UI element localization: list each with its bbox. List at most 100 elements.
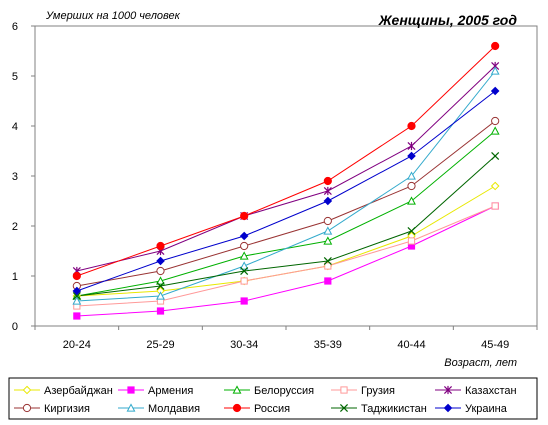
data-point — [407, 196, 416, 205]
series-line — [76, 120, 496, 287]
legend-marker — [22, 385, 32, 395]
data-point — [323, 216, 332, 226]
legend-label: Россия — [254, 403, 290, 415]
series-line — [76, 90, 496, 292]
data-point — [239, 231, 249, 241]
data-point — [323, 256, 332, 266]
data-point — [239, 261, 249, 270]
legend-box — [8, 377, 538, 420]
data-point — [324, 277, 332, 285]
legend-item: Киргизия — [14, 403, 90, 415]
legend-label: Казахстан — [465, 385, 517, 397]
legend-marker — [232, 385, 242, 394]
data-point — [240, 297, 248, 305]
data-point — [407, 171, 416, 180]
legend-item: Украина — [435, 403, 508, 415]
data-point — [491, 151, 500, 161]
x-tick-label: 20-24 — [63, 339, 91, 351]
data-point — [240, 277, 248, 285]
legend-marker — [340, 386, 348, 394]
data-point — [240, 211, 249, 221]
y-axis-label: Умерших на 1000 человек — [45, 10, 181, 22]
data-point — [72, 286, 82, 296]
data-point — [156, 276, 165, 285]
data-point — [240, 241, 249, 251]
legend-label: Грузия — [361, 385, 395, 397]
y-tick-label: 4 — [12, 121, 18, 133]
x-tick-label: 25-29 — [146, 339, 174, 351]
x-tick-label: 35-39 — [314, 339, 342, 351]
x-tick-label: 30-34 — [230, 339, 258, 351]
y-tick-label: 2 — [12, 221, 18, 233]
chart-title: Женщины, 2005 год — [378, 12, 518, 28]
data-point — [156, 307, 165, 315]
legend-item: Белоруссия — [224, 385, 314, 397]
x-tick-label: 40-44 — [397, 339, 425, 351]
y-tick-label: 0 — [12, 321, 18, 333]
data-point — [407, 237, 416, 245]
legend-label: Таджикистан — [361, 403, 427, 415]
legend-label: Азербайджан — [44, 385, 113, 397]
plot-area — [34, 25, 538, 327]
data-point — [490, 181, 500, 191]
legend-marker — [443, 385, 453, 395]
series-line — [76, 155, 496, 297]
series-markers — [72, 41, 500, 320]
data-point — [490, 86, 500, 96]
legend-marker — [339, 403, 349, 413]
x-axis-label: Возраст, лет — [444, 357, 517, 369]
legend-marker — [443, 403, 453, 413]
data-point — [72, 271, 81, 281]
legend: Азербайджан Армения Белоруссия Грузия Казахс… — [14, 385, 517, 415]
data-point — [407, 181, 416, 191]
y-tick-label: 3 — [12, 171, 18, 183]
legend-item: Грузия — [331, 385, 395, 397]
data-point — [490, 126, 500, 135]
legend-item: Таджикистан — [331, 403, 427, 415]
legend-item: Армения — [118, 385, 193, 397]
x-tick-label: 45-49 — [481, 339, 509, 351]
legend-label: Белоруссия — [254, 385, 314, 397]
data-point — [323, 196, 333, 206]
data-point — [407, 226, 416, 236]
x-axis: 20-24 25-29 30-34 35-39 40-44 45-49 — [34, 326, 538, 351]
data-point — [156, 291, 165, 300]
data-point — [156, 256, 165, 266]
data-point — [240, 266, 249, 276]
legend-label: Украина — [465, 403, 508, 415]
series-line — [76, 65, 496, 272]
data-point — [156, 266, 165, 276]
series-lines — [76, 45, 496, 317]
series-line — [76, 45, 496, 277]
legend-marker — [22, 403, 32, 413]
data-point — [407, 141, 416, 151]
y-tick-label: 5 — [12, 71, 18, 83]
data-point — [72, 291, 81, 301]
legend-item: Азербайджан — [14, 385, 113, 397]
legend-item: Россия — [224, 403, 290, 415]
data-point — [323, 226, 333, 235]
legend-item: Казахстан — [435, 385, 517, 397]
data-point — [407, 151, 416, 161]
data-point — [491, 116, 500, 126]
data-point — [491, 41, 500, 51]
legend-marker — [126, 403, 136, 412]
data-point — [323, 176, 332, 186]
legend-marker — [232, 403, 242, 413]
data-point — [324, 262, 332, 270]
data-point — [239, 251, 249, 260]
legend-label: Киргизия — [44, 403, 90, 415]
legend-item: Молдавия — [118, 403, 200, 415]
data-point — [490, 66, 500, 75]
data-point — [323, 236, 333, 245]
series-line — [76, 205, 496, 317]
legend-label: Армения — [148, 385, 193, 397]
data-point — [323, 186, 332, 196]
legend-label: Молдавия — [148, 403, 200, 415]
y-tick-label: 6 — [12, 21, 18, 33]
y-axis: 0 1 2 3 4 5 6 — [12, 21, 35, 333]
data-point — [491, 202, 499, 210]
data-point — [73, 312, 81, 320]
